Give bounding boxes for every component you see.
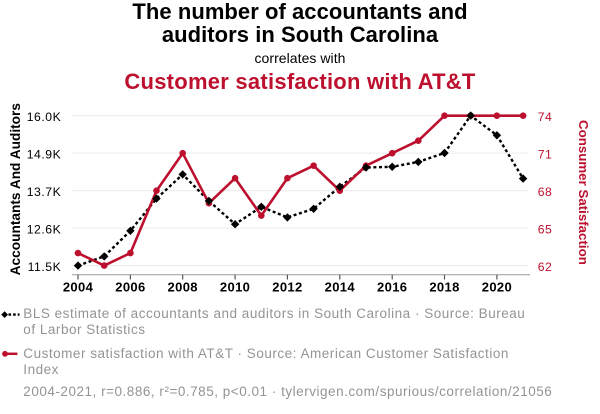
svg-text:13.7K: 13.7K xyxy=(27,185,62,199)
svg-text:11.5K: 11.5K xyxy=(28,260,62,274)
svg-text:Accountants And Auditors: Accountants And Auditors xyxy=(8,103,23,276)
svg-text:2006: 2006 xyxy=(115,280,145,295)
svg-text:68: 68 xyxy=(538,185,553,199)
svg-text:16.0K: 16.0K xyxy=(27,110,62,124)
svg-text:2010: 2010 xyxy=(220,280,250,295)
svg-text:12.6K: 12.6K xyxy=(27,222,62,236)
svg-text:2004: 2004 xyxy=(63,280,94,295)
svg-text:65: 65 xyxy=(538,222,553,236)
svg-text:71: 71 xyxy=(538,147,553,161)
svg-text:74: 74 xyxy=(538,110,553,124)
svg-text:14.9K: 14.9K xyxy=(27,147,62,161)
svg-text:2016: 2016 xyxy=(377,280,407,295)
svg-text:2020: 2020 xyxy=(482,280,512,295)
svg-text:2014: 2014 xyxy=(325,280,356,295)
svg-text:2008: 2008 xyxy=(168,280,198,295)
svg-text:2012: 2012 xyxy=(272,280,302,295)
svg-text:62: 62 xyxy=(538,260,553,274)
svg-text:Consumer Satisfaction: Consumer Satisfaction xyxy=(576,120,591,265)
svg-text:2018: 2018 xyxy=(429,280,459,295)
